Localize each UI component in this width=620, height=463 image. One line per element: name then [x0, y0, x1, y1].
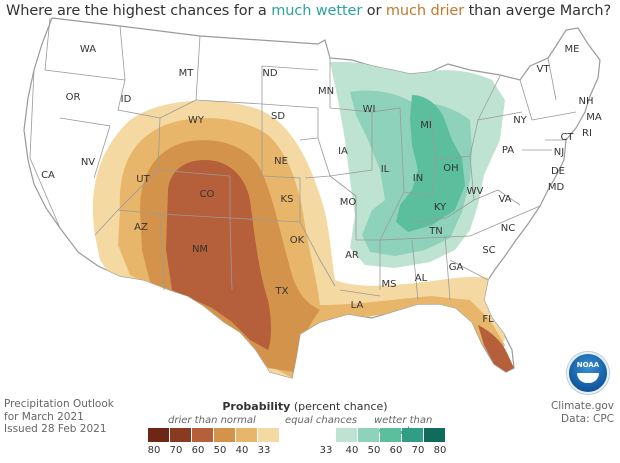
state-label-wi: WI [363, 104, 376, 115]
title-wetter: much wetter [271, 3, 363, 19]
state-label-sc: SC [482, 245, 495, 256]
state-label-mt: MT [179, 68, 195, 79]
state-label-ca: CA [41, 170, 55, 181]
state-label-fl: FL [482, 314, 494, 325]
state-label-ri: RI [582, 128, 592, 139]
state-label-ky: KY [434, 202, 447, 213]
legend-tick: 60 [389, 445, 403, 456]
legend-tick: 50 [213, 445, 227, 456]
probability-legend: Probability (percent chance) drier than … [140, 400, 470, 460]
state-label-in: IN [413, 173, 423, 184]
state-label-me: ME [565, 44, 580, 55]
state-label-mi: MI [420, 120, 432, 131]
state-label-va: VA [498, 194, 511, 205]
state-label-tn: TN [428, 226, 443, 237]
state-borders [29, 17, 577, 301]
state-label-il: IL [381, 164, 390, 175]
legend-tick: 40 [345, 445, 359, 456]
state-label-co: CO [200, 189, 215, 200]
state-label-nh: NH [579, 96, 594, 107]
us-precipitation-map: WA OR CA NV ID MT WY UT AZ CO NM ND SD NE KS OK TX MN IA MO… [23, 17, 602, 379]
state-label-oh: OH [443, 163, 458, 174]
state-label-nm: NM [192, 244, 208, 255]
wet-50-region [396, 95, 465, 232]
state-label-nc: NC [501, 223, 515, 234]
state-label-nj: NJ [554, 147, 564, 158]
state-label-ar: AR [345, 250, 359, 261]
state-label-ny: NY [513, 115, 527, 126]
legend-tick: 33 [319, 445, 333, 456]
outlook-info: Precipitation Outlook for March 2021 Iss… [4, 398, 114, 436]
state-label-ms: MS [382, 279, 397, 290]
legend-swatch [148, 428, 169, 442]
state-label-ga: GA [449, 262, 464, 273]
state-label-al: AL [415, 273, 428, 284]
state-label-wa: WA [80, 44, 96, 55]
legend-tick: 33 [257, 445, 271, 456]
legend-swatch [402, 428, 423, 442]
legend-swatch [192, 428, 213, 442]
legend-swatch [380, 428, 401, 442]
state-label-ma: MA [586, 112, 602, 123]
legend-swatch [258, 428, 279, 442]
state-label-pa: PA [502, 145, 514, 156]
dry-fl-60 [478, 325, 514, 372]
source-line-1: Climate.gov [550, 400, 614, 412]
legend-swatch [358, 428, 379, 442]
state-label-ne: NE [274, 156, 288, 167]
dry-60-region [166, 160, 271, 350]
state-label-az: AZ [134, 222, 148, 233]
legend-swatch [214, 428, 235, 442]
legend-tick: 70 [411, 445, 425, 456]
legend-tick: 50 [367, 445, 381, 456]
legend-tick: 80 [147, 445, 161, 456]
title-drier: much drier [385, 3, 465, 19]
legend-tick: 80 [433, 445, 447, 456]
state-label-or: OR [66, 92, 81, 103]
state-label-wy: WY [188, 115, 205, 126]
state-label-md: MD [548, 182, 565, 193]
legend-tick: 70 [169, 445, 183, 456]
legend-equal-label: equal chances [285, 415, 358, 426]
state-label-de: DE [551, 166, 565, 177]
state-label-sd: SD [271, 111, 285, 122]
state-label-mn: MN [318, 86, 334, 97]
state-label-vt: VT [537, 64, 551, 75]
legend-swatch [280, 428, 330, 442]
source-info: Climate.gov Data: CPC [551, 400, 614, 425]
state-label-id: ID [121, 94, 132, 105]
legend-swatch [424, 428, 445, 442]
state-label-ks: KS [281, 194, 294, 205]
noaa-logo: NOAA [567, 352, 609, 394]
outlook-line-3: Issued 28 Feb 2021 [4, 423, 107, 435]
state-labels: WA OR CA NV ID MT WY UT AZ CO NM ND SD NE KS OK TX MN IA MO… [41, 44, 602, 325]
outlook-line-1: Precipitation Outlook [4, 398, 114, 410]
state-label-mo: MO [340, 197, 357, 208]
state-label-ok: OK [290, 235, 305, 246]
outlook-line-2: for March 2021 [4, 410, 84, 423]
state-label-tx: TX [275, 286, 289, 297]
legend-tick: 40 [235, 445, 249, 456]
page-title: Where are the highest chances for a much… [6, 3, 612, 19]
state-label-ut: UT [136, 174, 150, 185]
state-label-la: LA [351, 300, 364, 311]
source-line-2: Data: CPC [561, 412, 614, 425]
legend-swatch [236, 428, 257, 442]
state-label-wv: WV [467, 186, 484, 197]
legend-swatch [170, 428, 191, 442]
legend-swatch [336, 428, 357, 442]
state-label-ia: IA [338, 146, 348, 157]
state-label-nd: ND [262, 68, 277, 79]
state-label-nv: NV [81, 157, 95, 168]
state-label-ct: CT [560, 132, 574, 143]
legend-drier-label: drier than normal [168, 415, 256, 426]
legend-tick: 60 [191, 445, 205, 456]
legend-title: Probability (percent chance) [222, 400, 388, 413]
